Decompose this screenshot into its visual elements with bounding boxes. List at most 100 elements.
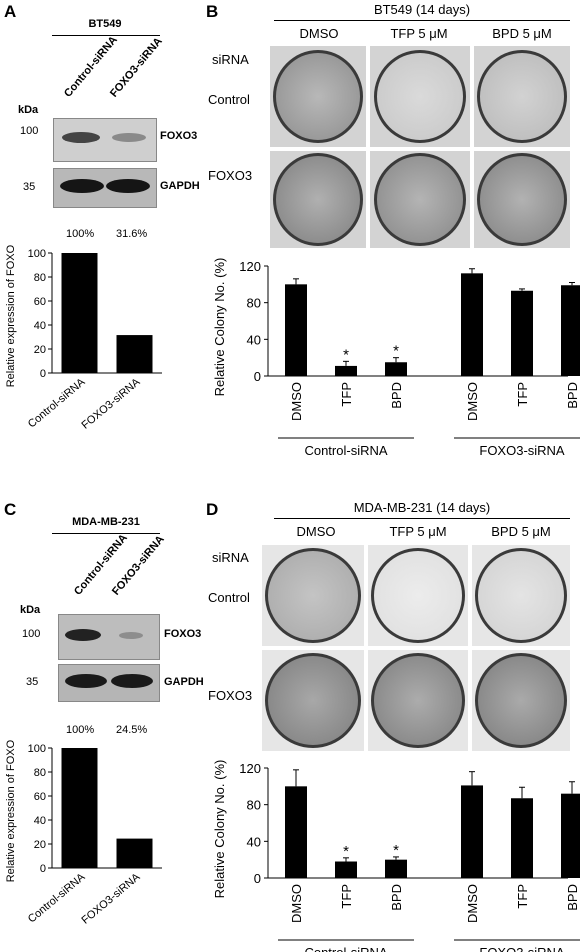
panel-d-dish-foxo3-dmso (262, 650, 364, 751)
panel-d-dish-control-tfp (368, 545, 468, 646)
panel-a-percent-2: 31.6% (116, 228, 148, 240)
panel-c-percent-1: 100% (66, 724, 95, 736)
x-tick-label: DMSO (465, 382, 480, 421)
panel-a-kda: kDa (18, 104, 39, 116)
y-tick-label: 20 (34, 839, 46, 851)
y-tick-label: 0 (40, 863, 46, 875)
group-label: Control-siRNA (304, 443, 387, 458)
panel-b-dish-foxo3-dmso (270, 151, 366, 248)
panel-b-label: B (206, 2, 219, 21)
significance-marker: * (343, 843, 349, 860)
panel-c-gapdh-band-2 (111, 674, 153, 688)
panel-c-foxo3-label: FOXO3 (164, 628, 202, 640)
significance-marker: * (393, 343, 399, 360)
y-tick-label: 120 (239, 761, 261, 776)
panel-b-divider (274, 20, 570, 21)
panel-a-gapdh-blot (53, 168, 157, 208)
bar (285, 786, 307, 878)
bar (116, 838, 153, 868)
y-axis-label: Relative Colony No. (%) (212, 258, 227, 397)
x-tick-label: BPD (565, 884, 580, 911)
panel-a-gapdh-band-2 (106, 179, 150, 193)
bar (61, 253, 98, 373)
panel-c-foxo3-band-1 (65, 629, 101, 641)
y-tick-label: 40 (247, 834, 261, 849)
panel-a-chart: 0 20 40 60 80 100 Relative expression of FOXO3… (5, 245, 162, 432)
panel-a-foxo3-label: FOXO3 (160, 130, 198, 142)
panel-c-kda: kDa (20, 604, 41, 616)
panel-d-dish-control-dmso (262, 545, 364, 646)
bar (561, 285, 580, 376)
significance-marker: * (393, 842, 399, 859)
panel-a-label: A (4, 2, 17, 21)
panel-a-marker-100: 100 (20, 125, 39, 137)
bar (61, 748, 98, 868)
y-tick-label: 100 (28, 248, 46, 260)
y-axis-label: Relative expression of FOXO3 (5, 245, 17, 387)
y-tick-label: 120 (239, 259, 261, 274)
panel-c-gapdh-label: GAPDH (164, 676, 204, 688)
y-axis-label: Relative expression of FOXO3 (5, 740, 17, 882)
panel-c-foxo3-blot (58, 614, 160, 660)
bar (385, 859, 407, 878)
y-tick-label: 80 (34, 272, 46, 284)
x-tick-label: DMSO (289, 884, 304, 923)
panel-b-row-control: Control (208, 92, 250, 107)
panel-d-siRNA: siRNA (212, 550, 249, 565)
y-tick-label: 0 (254, 871, 261, 886)
y-tick-label: 100 (28, 743, 46, 755)
panel-c-cell-line: MDA-MB-231 (72, 516, 140, 528)
y-tick-label: 80 (247, 296, 261, 311)
panel-c-gapdh-blot (58, 664, 160, 702)
panel-b-dish-control-tfp (370, 46, 470, 147)
panel-d-dish-foxo3-bpd (472, 650, 570, 751)
panel-a-foxo3-blot (53, 118, 157, 162)
panel-d-title: MDA-MB-231 (14 days) (353, 500, 491, 515)
y-tick-label: 40 (247, 332, 261, 347)
panel-b-dish-control-dmso (270, 46, 366, 147)
x-tick-label: TFP (515, 382, 530, 407)
bar (116, 335, 153, 373)
group-label: FOXO3-siRNA (479, 945, 565, 952)
panel-a-gapdh-band-1 (60, 179, 104, 193)
panel-d-dish-foxo3-tfp (368, 650, 468, 751)
panel-c-percent-2: 24.5% (116, 724, 148, 736)
x-tick-label: BPD (389, 382, 404, 409)
panel-d-col-2: TFP 5 μM (389, 524, 447, 539)
panel-d-col-3: BPD 5 μM (491, 524, 551, 539)
y-tick-label: 80 (34, 767, 46, 779)
bar (461, 785, 483, 878)
panel-b-col-2: TFP 5 μM (390, 26, 448, 41)
panel-c-gapdh-band-1 (65, 674, 107, 688)
x-tick-label: BPD (389, 884, 404, 911)
panel-a-percent-1: 100% (66, 228, 95, 240)
bar (285, 284, 307, 376)
bar (511, 290, 533, 376)
panel-b-chart: 0 40 80 120 Relative Colony No. (%) DMSO * TFP *… (212, 258, 580, 458)
y-axis-label: Relative Colony No. (%) (212, 760, 227, 899)
x-tick-label: TFP (339, 884, 354, 909)
panel-c-foxo3-band-2 (119, 632, 143, 639)
y-tick-label: 0 (254, 369, 261, 384)
panel-d-row-control: Control (208, 590, 250, 605)
panel-d-divider (274, 518, 570, 519)
panel-b-title: BT549 (14 days) (373, 2, 471, 17)
y-tick-label: 40 (34, 815, 46, 827)
panel-a-marker-35: 35 (23, 181, 36, 193)
panel-d-col-1: DMSO (296, 524, 336, 539)
bar (461, 273, 483, 376)
bar (511, 798, 533, 878)
bar (335, 861, 357, 878)
panel-d-label: D (206, 500, 219, 519)
panel-b-col-1: DMSO (299, 26, 339, 41)
panel-d-row-foxo3: FOXO3 (208, 688, 253, 703)
panel-d-dish-control-bpd (472, 545, 570, 646)
x-tick-label: DMSO (289, 382, 304, 421)
panel-d-chart: 0 40 80 120 Relative Colony No. (%) DMSO * TFP *… (212, 760, 580, 952)
panel-b-siRNA: siRNA (212, 52, 249, 67)
panel-c-divider (52, 533, 160, 534)
panel-c-chart: 0 20 40 60 80 100 Relative expression of FOXO3… (5, 740, 162, 927)
x-tick-label: TFP (515, 884, 530, 909)
panel-a-cell-line: BT549 (88, 18, 122, 30)
panel-b-col-3: BPD 5 μM (492, 26, 552, 41)
